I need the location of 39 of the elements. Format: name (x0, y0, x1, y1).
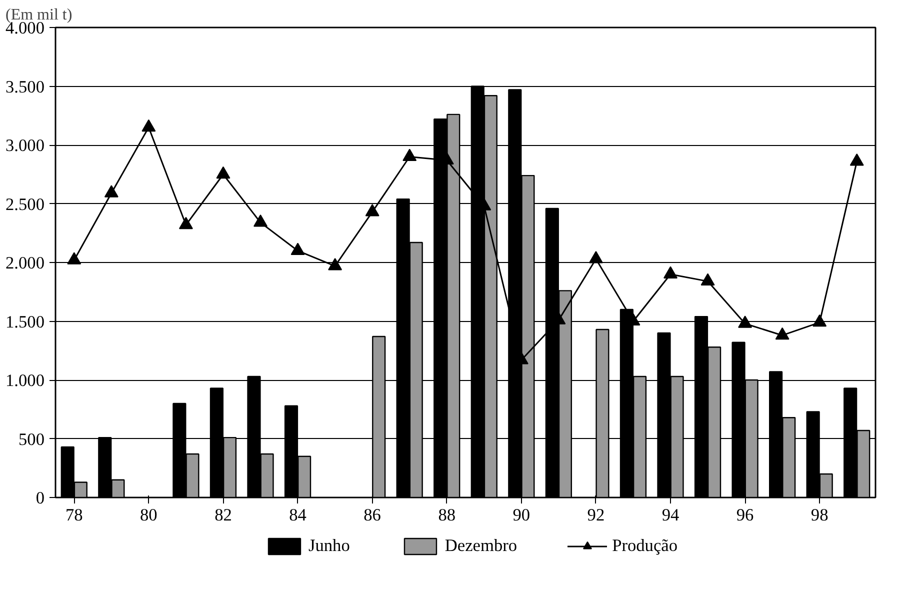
x-tick-label: 86 (364, 506, 382, 524)
y-tick-label: 2.000 (6, 254, 45, 272)
point (142, 119, 156, 132)
point (775, 327, 790, 340)
x-tick-label: 80 (140, 506, 158, 524)
point (402, 148, 417, 162)
point (254, 214, 268, 227)
point (700, 273, 715, 286)
legend-label: Junho (308, 536, 350, 556)
y-tick-label: 1.000 (6, 371, 45, 390)
x-tick-label: 84 (289, 506, 307, 524)
y-tick-label: 3.000 (6, 136, 45, 155)
x-tick-label: 90 (512, 506, 530, 524)
x-tick-label: 82 (214, 506, 232, 524)
x-tick-label: 88 (438, 506, 456, 524)
point (290, 242, 305, 256)
point (328, 258, 342, 270)
point (664, 266, 678, 279)
legend-label: Dezembro (444, 536, 518, 556)
y-tick-label: 1.500 (6, 312, 45, 332)
point (588, 250, 603, 264)
legend-label: Produção (612, 536, 678, 556)
point (67, 252, 82, 264)
point (178, 216, 193, 230)
x-tick-label: 96 (736, 506, 754, 524)
x-tick-label: 98 (810, 506, 828, 524)
point (365, 204, 380, 216)
x-tick-label: 92 (587, 506, 605, 524)
y-tick-label: 500 (18, 430, 45, 449)
point (738, 316, 752, 328)
point (104, 185, 118, 198)
x-tick-label: 94 (662, 506, 680, 524)
y-tick-label: 3.500 (6, 77, 45, 96)
y-tick-label: 2.500 (6, 194, 45, 214)
y-tick-label: 0 (36, 488, 45, 508)
point (216, 166, 230, 179)
point (812, 314, 827, 327)
point (850, 153, 864, 166)
x-tick-label: 78 (65, 506, 83, 524)
